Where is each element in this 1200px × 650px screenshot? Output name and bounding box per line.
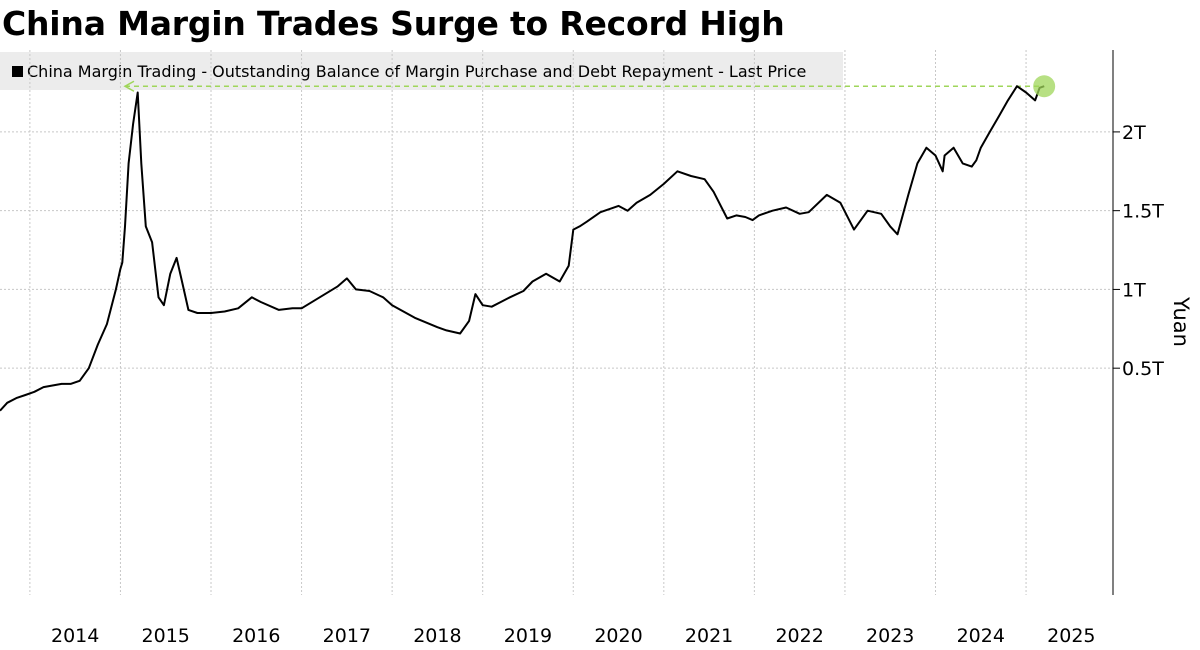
margin-balance-line: [0, 85, 1045, 412]
x-tick-label: 2018: [413, 625, 461, 647]
record-high-arrowhead: [123, 80, 135, 92]
x-tick-label: 2017: [323, 625, 371, 647]
y-tick-label: 2T: [1122, 122, 1146, 144]
x-tick-label: 2025: [1047, 625, 1095, 647]
legend-label: China Margin Trading - Outstanding Balan…: [27, 61, 807, 81]
x-tick-label: 2023: [866, 625, 914, 647]
x-tick-label: 2016: [232, 625, 280, 647]
y-gridlines: [0, 131, 1113, 369]
x-tick-label: 2024: [957, 625, 1005, 647]
x-tick-label: 2020: [594, 625, 642, 647]
legend: China Margin Trading - Outstanding Balan…: [0, 52, 843, 90]
x-tick-label: 2014: [51, 625, 99, 647]
y-tick-label: 1.5T: [1122, 201, 1164, 223]
x-tick-label: 2022: [775, 625, 823, 647]
x-tick-label: 2021: [685, 625, 733, 647]
chart-title: China Margin Trades Surge to Record High: [2, 4, 785, 43]
record-high-marker: [1033, 75, 1056, 98]
y-tick-label: 0.5T: [1122, 358, 1164, 380]
x-tick-label: 2015: [142, 625, 190, 647]
x-gridlines: [29, 50, 1027, 595]
y-tick-label: 1T: [1122, 279, 1146, 301]
y-axis-ticks: 0.5T 1T 1.5T 2T: [1113, 122, 1164, 380]
x-axis-ticks: 2014 2015 2016 2017 2018 2019 2020 2021 2022 2023…: [51, 625, 1096, 647]
x-tick-label: 2019: [504, 625, 552, 647]
y-axis-label: Yuan: [1169, 296, 1193, 347]
legend-swatch: [12, 65, 23, 77]
